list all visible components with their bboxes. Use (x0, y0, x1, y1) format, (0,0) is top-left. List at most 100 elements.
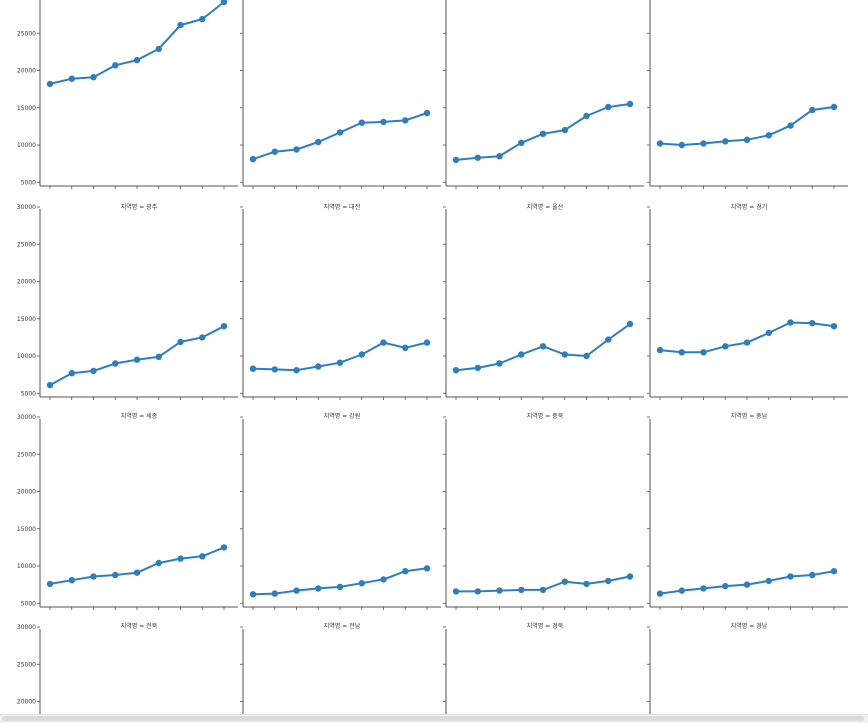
facet-title: 지역명 = 충남 (731, 412, 768, 420)
data-point (90, 367, 97, 375)
facet-panel-3 (443, 0, 644, 189)
data-point (68, 75, 76, 82)
facet-panel-16: 지역명 = 경남 (647, 622, 768, 722)
facet-panel-12: 지역명 = 충남 (647, 412, 848, 610)
facet-title: 지역명 = 세종 (121, 412, 158, 420)
data-point (199, 553, 206, 560)
y-tick-label: 15000 (17, 526, 36, 533)
horizontal-scrollbar[interactable] (0, 714, 868, 723)
data-point (626, 573, 634, 580)
data-point (220, 0, 228, 6)
data-point (809, 106, 816, 114)
data-point (678, 141, 685, 149)
data-point (249, 365, 257, 372)
data-point (68, 370, 76, 377)
data-point (293, 367, 300, 374)
data-point (539, 130, 547, 137)
facet-title: 지역명 = 전남 (324, 622, 361, 630)
data-point (656, 590, 664, 597)
facet-title: 지역명 = 대전 (324, 203, 360, 211)
facet-title: 지역명 = 광주 (121, 203, 158, 211)
data-point (177, 338, 184, 346)
data-point (249, 591, 257, 598)
data-point (830, 568, 838, 575)
facet-panel-8: 지역명 = 경기 (647, 203, 848, 400)
data-point (423, 565, 431, 572)
facet-panel-15: 지역명 = 경북 (443, 622, 564, 722)
data-point (199, 15, 206, 23)
y-tick-label: 20000 (17, 68, 36, 75)
facet-panel-13: 20000 25000 30000 지역명 = 전북 (17, 622, 158, 722)
facet-panel-7: 지역명 = 울산 (443, 203, 644, 400)
data-point (626, 100, 634, 108)
data-point (155, 559, 162, 567)
data-point (112, 62, 119, 69)
y-tick-label: 25000 (17, 451, 36, 458)
y-tick-label: 30000 (17, 624, 36, 631)
y-tick-label: 5000 (21, 390, 36, 397)
facet-panel-6: 지역명 = 대전 (240, 203, 441, 400)
data-point (678, 587, 685, 594)
data-point (474, 364, 481, 372)
y-tick-label: 30000 (17, 414, 36, 421)
data-point (177, 555, 184, 562)
data-point (605, 577, 612, 585)
data-point (380, 576, 387, 583)
data-point (496, 153, 503, 160)
data-point (46, 80, 54, 88)
data-point (765, 132, 772, 139)
data-point (743, 339, 751, 346)
data-point (249, 156, 257, 163)
facet-title: 지역명 = 울산 (527, 203, 564, 211)
series-line (49, 546, 225, 585)
data-point (809, 320, 816, 327)
data-point (452, 156, 460, 164)
y-tick-label: 20000 (17, 699, 36, 706)
y-tick-label: 20000 (17, 489, 36, 496)
data-point (518, 139, 525, 146)
data-point (112, 571, 119, 579)
data-point (722, 343, 729, 350)
facet-title: 지역명 = 경북 (527, 622, 564, 630)
scrollbar-thumb[interactable] (2, 716, 864, 721)
data-point (155, 353, 162, 360)
data-point (787, 122, 794, 129)
y-tick-label: 10000 (17, 353, 36, 360)
y-tick-label: 10000 (17, 563, 36, 570)
data-point (496, 360, 503, 367)
data-point (402, 568, 409, 575)
series-line (49, 325, 225, 387)
data-point (678, 349, 685, 356)
data-point (199, 334, 206, 341)
data-point (605, 336, 612, 343)
data-point (402, 117, 409, 124)
y-tick-label: 15000 (17, 316, 36, 323)
facet-title: 지역명 = 충북 (527, 412, 564, 420)
data-point (68, 577, 76, 584)
data-point (656, 140, 664, 147)
data-point (133, 569, 141, 576)
data-point (743, 581, 751, 588)
data-point (452, 588, 460, 595)
facet-panel-5: 5000 10000 15000 20000 25000 30000 지역명 = 광주 (17, 203, 238, 400)
data-point (452, 367, 460, 374)
y-tick-label: 25000 (17, 30, 36, 37)
series-line (252, 567, 428, 596)
data-point (90, 573, 97, 580)
data-point (474, 588, 481, 595)
data-point (626, 320, 634, 328)
data-point (358, 580, 365, 587)
data-point (358, 351, 365, 358)
data-point (583, 580, 590, 588)
facet-title: 지역명 = 강원 (324, 412, 360, 420)
data-point (722, 138, 729, 145)
data-point (700, 140, 707, 147)
data-point (743, 136, 751, 143)
series-line (252, 341, 428, 372)
data-point (583, 352, 590, 360)
data-point (271, 148, 278, 155)
data-point (765, 329, 772, 337)
data-point (423, 109, 431, 117)
facet-panel-11: 지역명 = 충북 (443, 412, 644, 610)
